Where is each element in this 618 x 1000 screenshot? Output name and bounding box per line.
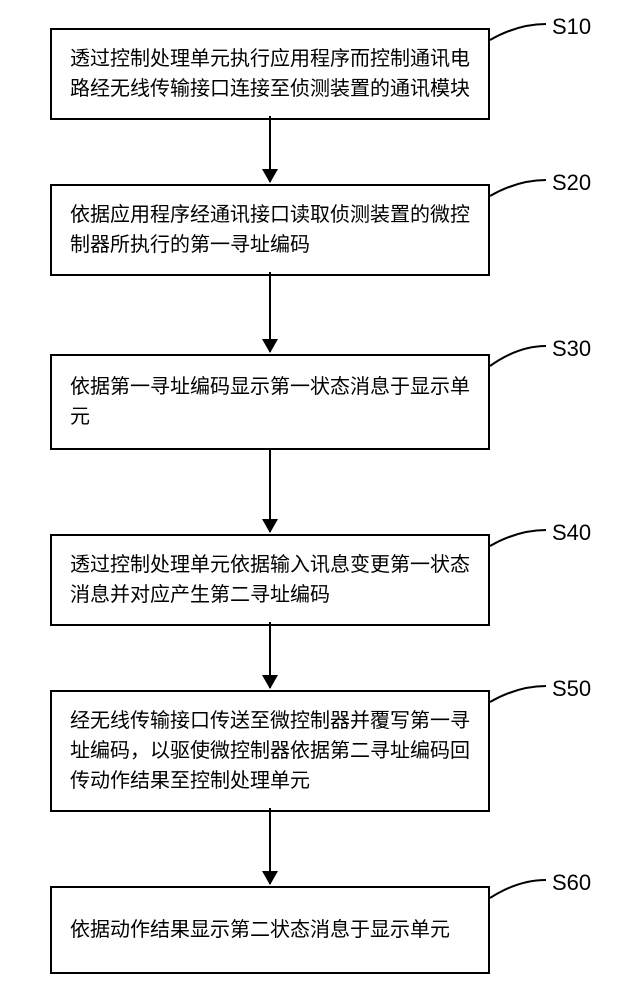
arrow-2: [269, 272, 271, 352]
step-box-s60: 依据动作结果显示第二状态消息于显示单元: [50, 886, 490, 974]
step-text: 透过控制处理单元依据输入讯息变更第一状态消息并对应产生第二寻址编码: [70, 554, 470, 606]
step-box-s20: 依据应用程序经通讯接口读取侦测装置的微控制器所执行的第一寻址编码: [50, 184, 490, 276]
step-label-s20: S20: [552, 170, 591, 196]
step-label-s30: S30: [552, 336, 591, 362]
step-box-s10: 透过控制处理单元执行应用程序而控制通讯电路经无线传输接口连接至侦测装置的通讯模块: [50, 28, 490, 120]
step-text: 依据第一寻址编码显示第一状态消息于显示单元: [70, 372, 470, 432]
arrow-5: [269, 808, 271, 884]
step-label-s60: S60: [552, 870, 591, 896]
arrow-3: [269, 450, 271, 532]
step-box-s50: 经无线传输接口传送至微控制器并覆写第一寻址编码，以驱使微控制器依据第二寻址编码回…: [50, 690, 490, 812]
step-label-s50: S50: [552, 676, 591, 702]
step-text: 经无线传输接口传送至微控制器并覆写第一寻址编码，以驱使微控制器依据第二寻址编码回…: [70, 710, 470, 792]
step-label-s40: S40: [552, 520, 591, 546]
step-box-s30: 依据第一寻址编码显示第一状态消息于显示单元: [50, 354, 490, 450]
step-text: 依据应用程序经通讯接口读取侦测装置的微控制器所执行的第一寻址编码: [70, 204, 470, 256]
flowchart-container: 透过控制处理单元执行应用程序而控制通讯电路经无线传输接口连接至侦测装置的通讯模块…: [0, 0, 618, 1000]
arrow-4: [269, 622, 271, 688]
step-text: 透过控制处理单元执行应用程序而控制通讯电路经无线传输接口连接至侦测装置的通讯模块: [70, 48, 470, 100]
step-label-s10: S10: [552, 14, 591, 40]
step-text: 依据动作结果显示第二状态消息于显示单元: [70, 915, 450, 945]
step-box-s40: 透过控制处理单元依据输入讯息变更第一状态消息并对应产生第二寻址编码: [50, 534, 490, 626]
arrow-1: [269, 116, 271, 182]
